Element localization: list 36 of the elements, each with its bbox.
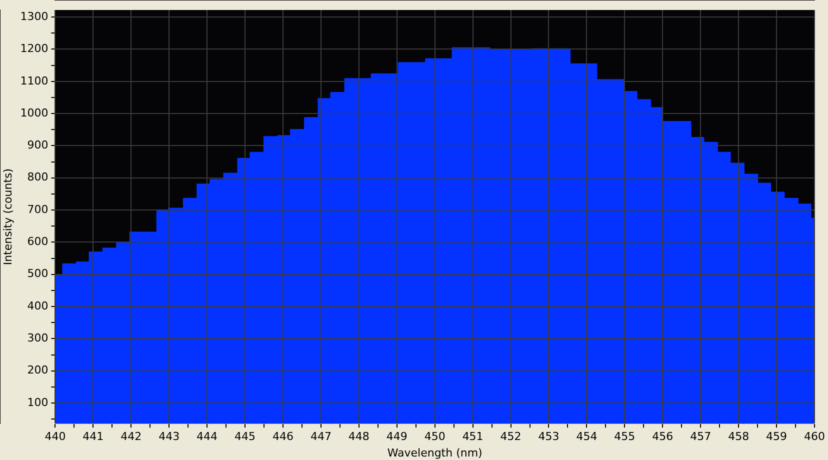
y-tick-label: 1000 [20, 106, 48, 120]
x-tick-label: 449 [386, 430, 408, 444]
y-tick-label: 700 [27, 202, 48, 216]
x-tick-label: 440 [44, 430, 66, 444]
x-tick-label: 458 [728, 430, 750, 444]
x-tick-label: 460 [804, 430, 825, 444]
y-tick-label: 500 [27, 267, 48, 280]
y-tick-label: 900 [27, 138, 48, 152]
x-tick-label: 454 [576, 430, 598, 444]
y-axis-title: Intensity (counts) [1, 168, 14, 266]
x-tick-label: 455 [614, 430, 636, 444]
y-tick-label: 800 [27, 170, 48, 184]
y-tick-label: 400 [27, 299, 48, 312]
x-tick-label: 444 [196, 430, 218, 444]
x-tick-label: 447 [310, 430, 332, 444]
x-tick-label: 456 [652, 430, 674, 444]
x-tick-label: 445 [234, 430, 256, 444]
y-tick-label: 100 [27, 396, 48, 409]
x-tick-label: 459 [766, 430, 788, 444]
y-tick-label: 1100 [20, 74, 48, 88]
x-tick-label: 452 [500, 430, 522, 444]
x-tick-label: 441 [82, 430, 104, 444]
x-tick-label: 442 [120, 430, 142, 444]
x-tick-label: 443 [158, 430, 180, 444]
y-tick-label: 600 [27, 235, 48, 248]
x-tick-label: 446 [272, 430, 294, 444]
x-tick-label: 457 [690, 430, 712, 444]
x-tick-label: 450 [424, 430, 446, 444]
x-tick-label: 451 [462, 430, 484, 444]
y-tick-label: 200 [27, 364, 48, 377]
x-tick-label: 448 [348, 430, 370, 444]
y-tick-label: 1200 [20, 42, 48, 56]
x-tick-label: 453 [538, 430, 560, 444]
y-tick-label: 300 [27, 332, 48, 345]
x-axis-title: Wavelength (nm) [387, 446, 482, 460]
y-tick-label: 1300 [20, 10, 48, 23]
